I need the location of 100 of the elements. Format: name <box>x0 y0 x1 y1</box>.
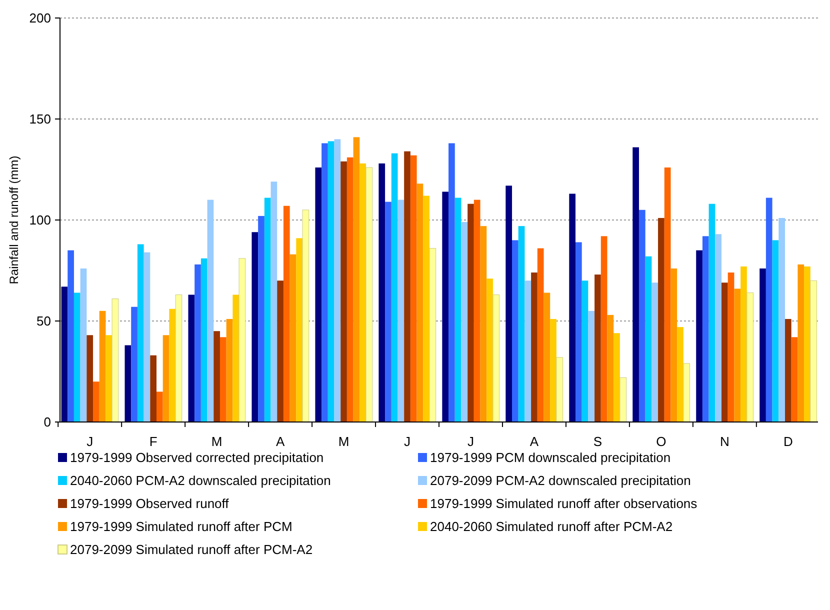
bar <box>270 182 278 422</box>
bar <box>696 250 702 422</box>
bar <box>410 155 417 422</box>
bar <box>302 210 310 422</box>
x-tick-label: A <box>530 434 539 449</box>
bar <box>290 254 296 422</box>
bar <box>582 280 588 422</box>
bar <box>550 318 556 422</box>
bar <box>169 308 176 422</box>
legend-label: 2079-2099 PCM-A2 downscaled precipitation <box>430 473 691 488</box>
bar <box>638 210 646 422</box>
bar <box>474 200 480 422</box>
bar <box>810 280 817 422</box>
y-tick-label: 100 <box>29 212 51 228</box>
bar <box>531 272 538 422</box>
bar <box>232 294 240 422</box>
bar <box>791 337 798 422</box>
bar <box>506 186 512 422</box>
bar <box>670 268 678 422</box>
bar <box>328 141 334 422</box>
bar <box>722 282 728 422</box>
x-tick-label: S <box>593 434 602 449</box>
bar <box>798 264 804 422</box>
bar <box>283 206 290 422</box>
bar <box>607 314 614 422</box>
bar <box>378 163 386 422</box>
bar <box>162 335 170 422</box>
bar <box>68 250 74 422</box>
bar <box>175 294 182 422</box>
bar <box>512 240 518 422</box>
x-tick-label: M <box>211 434 222 449</box>
legend-label: 1979-1999 Observed runoff <box>70 496 230 511</box>
bar <box>804 266 810 422</box>
bar <box>398 200 404 422</box>
bar <box>334 139 341 422</box>
bar <box>258 216 264 422</box>
bar <box>683 363 690 422</box>
legend-label: 2040-2060 PCM-A2 downscaled precipitation <box>70 473 331 488</box>
bar <box>778 218 785 422</box>
x-tick-label: J <box>467 434 474 449</box>
bar <box>537 248 544 422</box>
bar <box>772 240 779 422</box>
legend-label: 1979-1999 Simulated runoff after PCM <box>70 519 292 534</box>
bar <box>214 331 220 422</box>
bar <box>766 198 772 422</box>
bar <box>544 292 550 422</box>
bar <box>188 294 195 422</box>
x-tick-label: N <box>720 434 730 449</box>
bar <box>385 202 392 422</box>
bar <box>156 392 163 422</box>
bar <box>93 382 100 422</box>
bar <box>588 310 595 422</box>
bar <box>61 286 68 422</box>
bar <box>194 264 201 422</box>
bar <box>423 196 430 422</box>
bar <box>632 147 639 422</box>
bar <box>677 327 684 422</box>
legend-label: 2040-2060 Simulated runoff after PCM-A2 <box>430 519 673 534</box>
bar <box>492 294 500 422</box>
bar <box>353 137 360 422</box>
bar <box>664 167 671 422</box>
y-tick-label: 0 <box>44 414 51 430</box>
bar <box>360 163 366 422</box>
bar <box>746 292 754 422</box>
bar <box>702 236 709 422</box>
bar <box>442 192 449 422</box>
bar <box>416 184 424 422</box>
bar <box>346 157 354 422</box>
bar <box>99 310 106 422</box>
bar <box>322 143 328 422</box>
bar <box>614 333 620 422</box>
bar <box>74 292 80 422</box>
bar <box>518 226 525 422</box>
bar <box>715 234 722 422</box>
bar <box>594 274 601 422</box>
bar <box>480 226 487 422</box>
bar <box>144 252 150 422</box>
bar <box>124 345 132 422</box>
x-tick-label: O <box>656 434 666 449</box>
bar <box>296 238 303 422</box>
y-axis-title: Rainfall and runoff (mm) <box>7 156 21 284</box>
bar <box>658 218 664 422</box>
bar <box>575 242 582 422</box>
legend-label: 1979-1999 PCM downscaled precipitation <box>430 450 671 465</box>
y-tick-label: 50 <box>36 314 51 329</box>
x-tick-label: A <box>276 434 285 449</box>
bar <box>600 236 608 422</box>
bar <box>226 318 233 422</box>
bar <box>112 298 119 422</box>
bar <box>569 194 576 422</box>
bar <box>150 355 156 422</box>
bar <box>366 167 373 422</box>
bar <box>340 161 347 422</box>
x-tick-label: J <box>86 434 94 449</box>
bar <box>486 278 493 422</box>
bar <box>200 258 208 422</box>
legend-label: 2079-2099 Simulated runoff after PCM-A2 <box>70 542 313 557</box>
y-tick-label: 200 <box>29 10 51 26</box>
x-tick-label: M <box>338 434 350 449</box>
bar <box>80 268 87 422</box>
